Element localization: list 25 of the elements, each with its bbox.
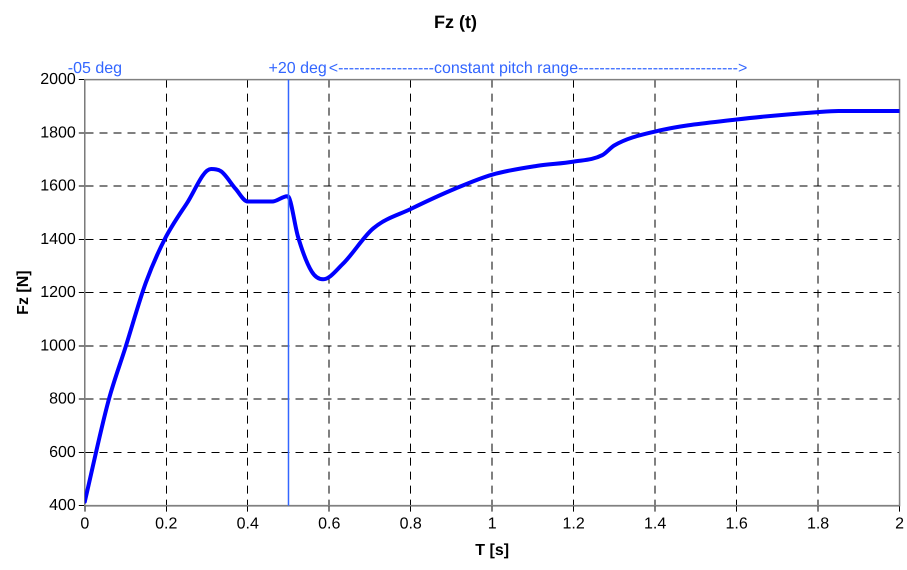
x-axis-title: T [s]	[475, 542, 510, 559]
y-tick-label: 1800	[40, 124, 76, 142]
x-tick-label: 1.4	[644, 516, 666, 533]
ref-line-label: +20 deg	[268, 60, 327, 78]
x-tick-label: 0.4	[236, 516, 259, 533]
y-tick-label: 1400	[40, 230, 76, 248]
x-tick-label: 0.6	[318, 516, 340, 533]
y-tick-label: 400	[49, 497, 76, 514]
chart-title: Fz (t)	[434, 12, 477, 32]
x-tick-label: 1	[488, 516, 497, 533]
x-tick-label: 1.6	[725, 516, 748, 533]
text: <------------------constant pitch range------------------------------>	[328, 60, 748, 78]
x-tick-label: 1.8	[806, 516, 830, 533]
x-tick-label: 0	[80, 516, 90, 533]
y-tick-label: 800	[49, 390, 76, 408]
y-axis-title: Fz [N]	[15, 270, 32, 315]
x-tick-label: 1.2	[562, 516, 585, 533]
x-tick-label: 0.8	[400, 516, 422, 533]
y-tick-label: 1000	[40, 337, 76, 354]
y-tick-label: 1200	[40, 284, 76, 302]
x-tick-label: 2	[895, 516, 904, 533]
y-tick-label: 600	[49, 444, 76, 461]
x-tick-label: 0.2	[155, 516, 178, 533]
line-series	[84, 109, 900, 504]
y-tick-label: 1600	[40, 178, 76, 195]
